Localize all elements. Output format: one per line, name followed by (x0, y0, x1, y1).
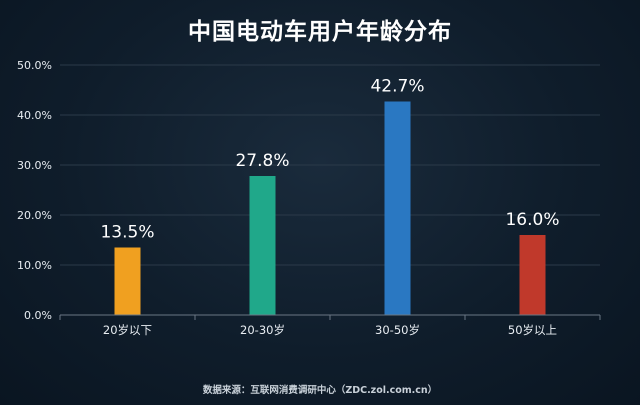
data-labels: 13.5% 27.8% 42.7% 16.0% (100, 77, 559, 243)
x-tick-label: 20岁以下 (103, 323, 152, 337)
y-tick-label: 30.0% (17, 159, 52, 172)
chart-title: 中国电动车用户年龄分布 (188, 19, 452, 45)
data-label: 42.7% (370, 77, 424, 97)
data-label: 13.5% (100, 223, 154, 243)
bar (249, 176, 276, 315)
x-axis: 20岁以下 20-30岁 30-50岁 50岁以上 (59, 314, 601, 337)
bar (384, 101, 411, 315)
grid-lines (60, 64, 600, 266)
y-tick-label: 10.0% (17, 259, 52, 272)
y-tick-label: 0.0% (24, 309, 52, 322)
x-tick-label: 30-50岁 (375, 323, 420, 337)
data-label: 16.0% (505, 210, 559, 230)
source-note: 数据来源：互联网消费调研中心（ZDC.zol.com.cn） (202, 385, 438, 396)
x-tick-label: 20-30岁 (240, 323, 285, 337)
bar (519, 235, 546, 315)
data-label: 27.8% (235, 151, 289, 171)
y-tick-label: 20.0% (17, 209, 52, 222)
y-axis: 0.0% 10.0% 20.0% 30.0% 40.0% 50.0% (17, 59, 52, 322)
bar (114, 247, 141, 315)
y-tick-label: 40.0% (17, 109, 52, 122)
x-tick-label: 50岁以上 (508, 323, 557, 337)
y-tick-label: 50.0% (17, 59, 52, 72)
bars (114, 101, 546, 315)
